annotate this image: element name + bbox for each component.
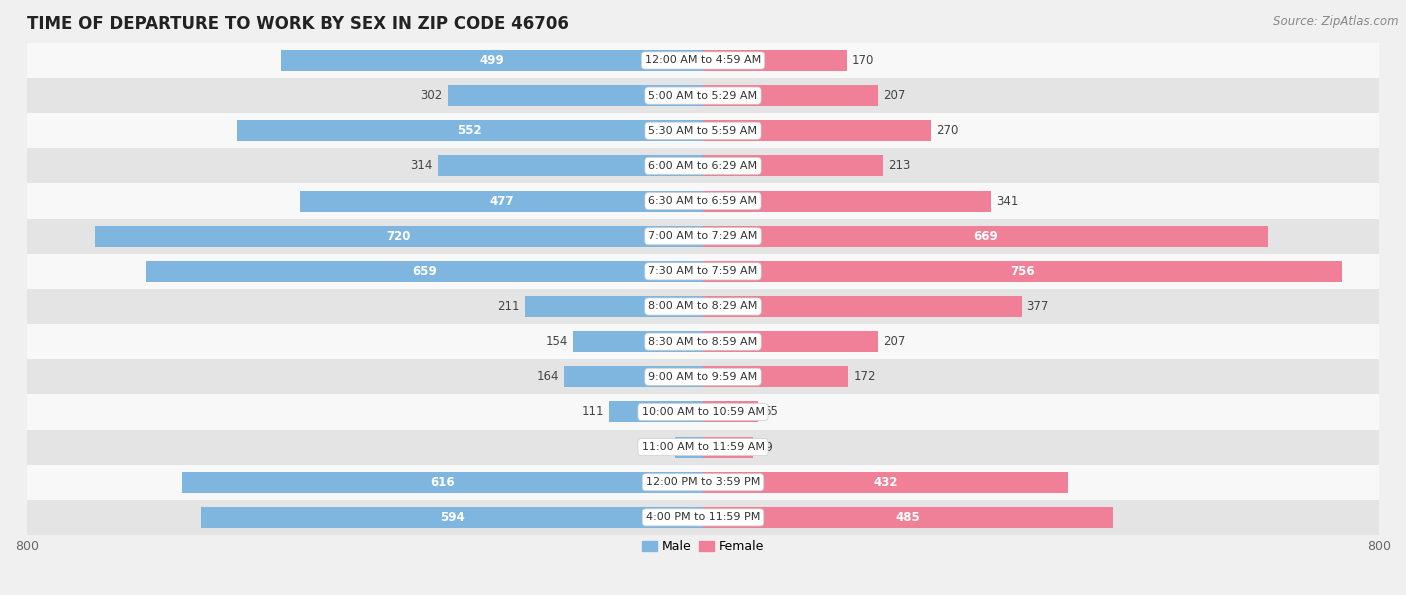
Bar	[703, 120, 931, 141]
Bar	[703, 261, 1341, 282]
Bar	[0, 394, 1406, 430]
Bar	[437, 155, 703, 177]
Text: 341: 341	[997, 195, 1018, 208]
Bar	[564, 367, 703, 387]
Text: 499: 499	[479, 54, 505, 67]
Bar	[703, 437, 752, 458]
Bar	[0, 218, 1406, 254]
Text: 207: 207	[883, 89, 905, 102]
Bar	[0, 148, 1406, 183]
Text: 4:00 PM to 11:59 PM: 4:00 PM to 11:59 PM	[645, 512, 761, 522]
Text: 6:00 AM to 6:29 AM: 6:00 AM to 6:29 AM	[648, 161, 758, 171]
Bar	[0, 78, 1406, 113]
Bar	[675, 437, 703, 458]
Text: 111: 111	[582, 405, 605, 418]
Text: 172: 172	[853, 370, 876, 383]
Bar	[0, 254, 1406, 289]
Bar	[0, 183, 1406, 218]
Text: 314: 314	[411, 159, 433, 173]
Text: 164: 164	[537, 370, 560, 383]
Bar	[0, 289, 1406, 324]
Bar	[703, 331, 877, 352]
Bar	[703, 507, 1112, 528]
Text: 477: 477	[489, 195, 513, 208]
Text: 756: 756	[1010, 265, 1035, 278]
Text: 552: 552	[457, 124, 482, 137]
Text: 8:00 AM to 8:29 AM: 8:00 AM to 8:29 AM	[648, 302, 758, 312]
Text: 7:00 AM to 7:29 AM: 7:00 AM to 7:29 AM	[648, 231, 758, 241]
Text: 7:30 AM to 7:59 AM: 7:30 AM to 7:59 AM	[648, 267, 758, 276]
Bar	[0, 359, 1406, 394]
Text: 170: 170	[852, 54, 875, 67]
Bar	[0, 324, 1406, 359]
Text: 5:30 AM to 5:59 AM: 5:30 AM to 5:59 AM	[648, 126, 758, 136]
Bar	[94, 226, 703, 247]
Text: 59: 59	[758, 440, 773, 453]
Text: 720: 720	[387, 230, 411, 243]
Bar	[703, 226, 1268, 247]
Bar	[183, 472, 703, 493]
Bar	[0, 465, 1406, 500]
Bar	[146, 261, 703, 282]
Bar	[0, 43, 1406, 78]
Text: 9:00 AM to 9:59 AM: 9:00 AM to 9:59 AM	[648, 372, 758, 382]
Bar	[0, 500, 1406, 535]
Bar	[299, 190, 703, 212]
Bar	[703, 402, 758, 422]
Bar	[703, 190, 991, 212]
Bar	[609, 402, 703, 422]
Text: Source: ZipAtlas.com: Source: ZipAtlas.com	[1274, 15, 1399, 28]
Text: 5:00 AM to 5:29 AM: 5:00 AM to 5:29 AM	[648, 90, 758, 101]
Text: 594: 594	[440, 511, 464, 524]
Text: 12:00 PM to 3:59 PM: 12:00 PM to 3:59 PM	[645, 477, 761, 487]
Text: 213: 213	[889, 159, 911, 173]
Legend: Male, Female: Male, Female	[637, 536, 769, 558]
Text: 33: 33	[655, 440, 671, 453]
Bar	[281, 50, 703, 71]
Bar	[703, 367, 848, 387]
Text: 12:00 AM to 4:59 AM: 12:00 AM to 4:59 AM	[645, 55, 761, 65]
Text: 270: 270	[936, 124, 959, 137]
Bar	[524, 296, 703, 317]
Text: 432: 432	[873, 476, 898, 488]
Text: 10:00 AM to 10:59 AM: 10:00 AM to 10:59 AM	[641, 407, 765, 417]
Text: 302: 302	[420, 89, 443, 102]
Text: 154: 154	[546, 335, 568, 348]
Bar	[703, 155, 883, 177]
Bar	[0, 113, 1406, 148]
Text: TIME OF DEPARTURE TO WORK BY SEX IN ZIP CODE 46706: TIME OF DEPARTURE TO WORK BY SEX IN ZIP …	[27, 15, 569, 33]
Text: 485: 485	[896, 511, 921, 524]
Bar	[447, 85, 703, 106]
Text: 6:30 AM to 6:59 AM: 6:30 AM to 6:59 AM	[648, 196, 758, 206]
Bar	[703, 50, 846, 71]
Text: 8:30 AM to 8:59 AM: 8:30 AM to 8:59 AM	[648, 337, 758, 347]
Bar	[0, 430, 1406, 465]
Bar	[236, 120, 703, 141]
Text: 207: 207	[883, 335, 905, 348]
Text: 65: 65	[763, 405, 778, 418]
Text: 377: 377	[1026, 300, 1049, 313]
Bar	[572, 331, 703, 352]
Bar	[703, 472, 1069, 493]
Text: 616: 616	[430, 476, 456, 488]
Text: 659: 659	[412, 265, 437, 278]
Text: 211: 211	[498, 300, 520, 313]
Text: 669: 669	[973, 230, 998, 243]
Bar	[703, 296, 1022, 317]
Bar	[703, 85, 877, 106]
Text: 11:00 AM to 11:59 AM: 11:00 AM to 11:59 AM	[641, 442, 765, 452]
Bar	[201, 507, 703, 528]
